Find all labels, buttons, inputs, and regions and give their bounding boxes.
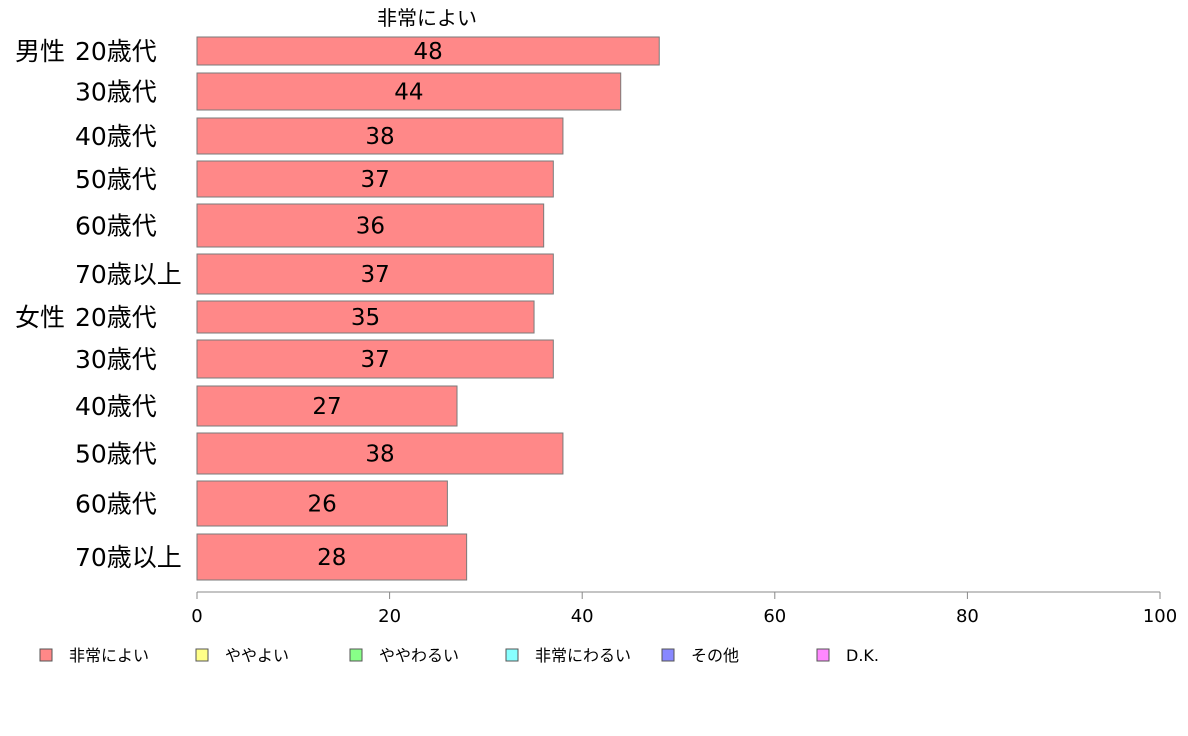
x-tick-label: 80 [956,606,979,627]
value-label: 36 [356,214,385,240]
category-label: 70歳以上 [75,260,182,289]
legend-label: ややわるい [379,646,459,665]
category-label: 40歳代 [75,392,157,421]
value-label: 28 [317,545,346,571]
category-label: 50歳代 [75,165,157,194]
bar-segment [196,253,554,295]
value-label: 27 [312,394,341,420]
value-label: 37 [361,347,390,373]
bar-segment [196,160,554,198]
category-label: 70歳以上 [75,543,182,572]
legend-label: 非常にわるい [535,646,631,665]
value-label: 37 [361,262,390,288]
x-tick-label: 100 [1143,606,1177,627]
legend-swatch [39,648,53,662]
value-label: 37 [361,167,390,193]
category-label: 60歳代 [75,490,157,519]
legend-label: 非常によい [69,646,149,665]
category-label: 20歳代 [75,37,157,66]
bar-segment [196,300,535,334]
legend-swatch [661,648,675,662]
value-label: 38 [365,442,394,468]
x-tick-label: 0 [191,606,202,627]
x-tick-label: 20 [378,606,401,627]
x-axis: 0 20 40 60 80 100 [191,591,1177,627]
value-label: 35 [351,305,380,331]
category-label: 30歳代 [75,345,157,374]
bar-segment [196,117,564,155]
column-header: 非常によい [377,6,477,30]
bar-segment [196,480,448,527]
legend: 非常によい ややよい ややわるい 非常にわるい その他 D.K. [39,646,879,665]
bar-segment [196,385,458,427]
category-label: 30歳代 [75,78,157,107]
legend-swatch [195,648,209,662]
category-label: 40歳代 [75,122,157,151]
bar-segment [196,36,660,66]
x-tick-label: 40 [571,606,594,627]
legend-label: ややよい [225,646,289,665]
bar-segment [196,72,622,111]
category-label: 50歳代 [75,440,157,469]
group-label: 男性 [15,37,65,66]
bar-segment [196,533,468,581]
legend-label: その他 [691,646,739,665]
bars-layer: 男性 20歳代 48 30歳代 44 40歳代 38 50歳代 37 60歳代 36 70歳以上 37 女… [15,36,660,581]
legend-label: D.K. [846,646,879,665]
category-label: 20歳代 [75,303,157,332]
value-label: 48 [413,39,442,65]
value-label: 26 [308,492,337,518]
group-label: 女性 [15,303,65,332]
bar-segment [196,203,545,248]
value-label: 38 [365,124,394,150]
x-tick-label: 60 [763,606,786,627]
bar-segment [196,432,564,475]
legend-swatch [816,648,830,662]
legend-swatch [349,648,363,662]
category-label: 60歳代 [75,212,157,241]
value-label: 44 [394,80,423,106]
bar-segment [196,339,554,379]
legend-swatch [505,648,519,662]
